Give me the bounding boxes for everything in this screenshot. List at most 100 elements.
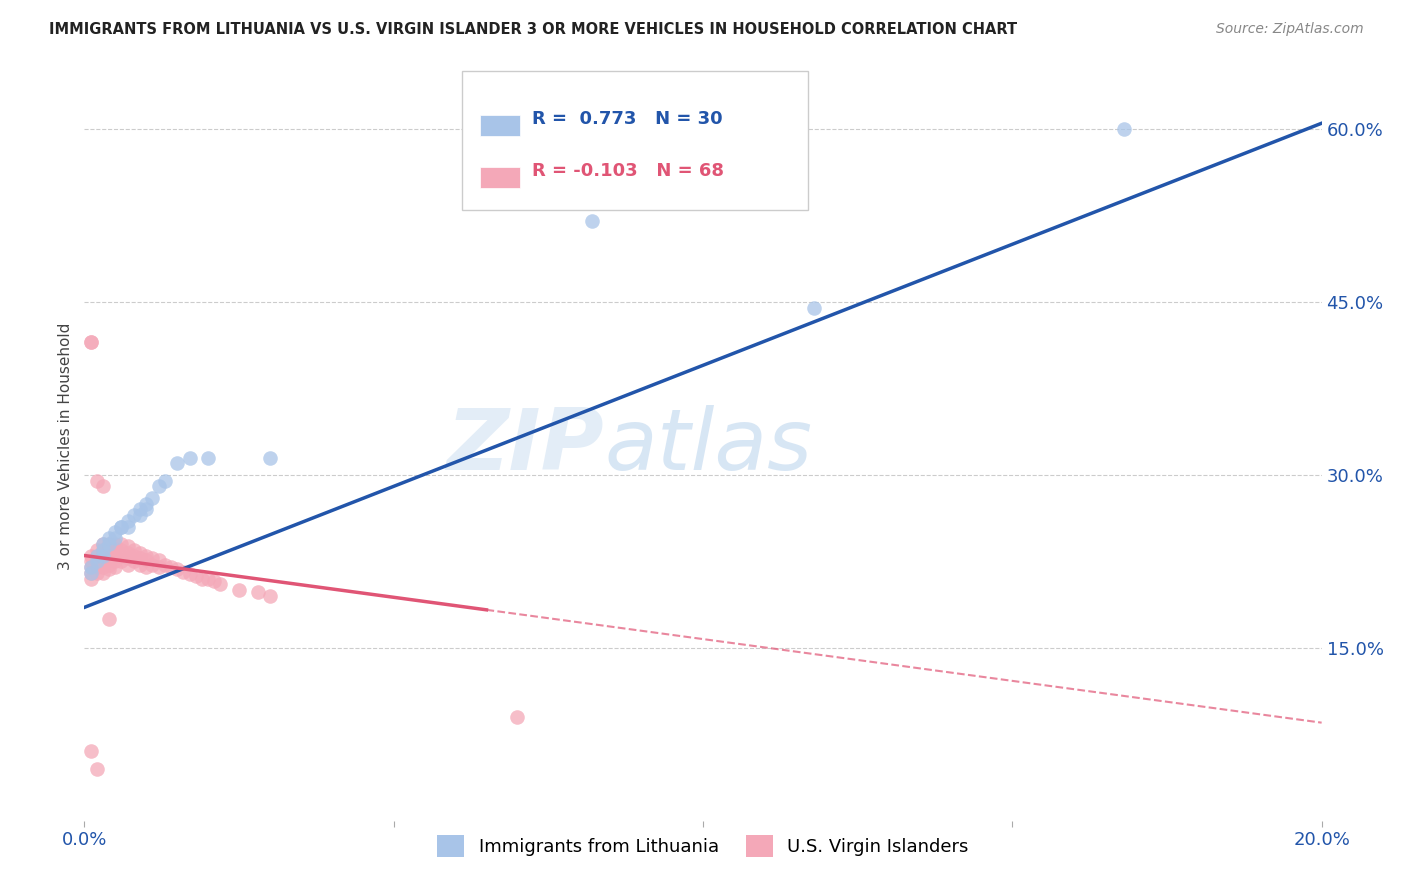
Point [122, 508, 145, 523]
Point [135, 549, 157, 563]
Point [110, 554, 132, 568]
Point [79, 549, 101, 563]
Point [129, 558, 152, 572]
Text: Source: ZipAtlas.com: Source: ZipAtlas.com [1216, 22, 1364, 37]
Point [117, 546, 139, 560]
Point [104, 525, 127, 540]
Point [91, 542, 114, 557]
Point [91, 537, 114, 551]
Point [148, 553, 170, 567]
Point [129, 550, 152, 565]
Legend: Immigrants from Lithuania, U.S. Virgin Islanders: Immigrants from Lithuania, U.S. Virgin I… [430, 828, 976, 864]
Point [166, 456, 188, 470]
Point [117, 550, 139, 565]
Point [104, 537, 127, 551]
Point [581, 214, 603, 228]
Point [104, 560, 127, 574]
Point [110, 542, 132, 557]
Point [98, 542, 121, 557]
Point [117, 519, 139, 533]
Point [79, 744, 101, 758]
Point [135, 502, 157, 516]
Point [141, 550, 163, 565]
Point [191, 572, 214, 586]
Point [197, 572, 219, 586]
Point [86, 566, 108, 580]
Point [79, 335, 101, 350]
Point [91, 549, 114, 563]
Point [91, 479, 114, 493]
Point [135, 560, 157, 574]
Point [803, 301, 825, 315]
Point [79, 560, 101, 574]
Text: IMMIGRANTS FROM LITHUANIA VS U.S. VIRGIN ISLANDER 3 OR MORE VEHICLES IN HOUSEHOL: IMMIGRANTS FROM LITHUANIA VS U.S. VIRGIN… [49, 22, 1018, 37]
Point [117, 558, 139, 572]
Point [104, 549, 127, 563]
Point [110, 549, 132, 563]
Point [209, 577, 232, 591]
Point [129, 508, 152, 523]
Point [172, 565, 194, 579]
Point [153, 558, 176, 572]
Point [98, 531, 121, 545]
Point [79, 566, 101, 580]
Point [86, 549, 108, 563]
Point [98, 562, 121, 576]
Point [141, 491, 163, 505]
Point [91, 554, 114, 568]
Point [110, 519, 132, 533]
Point [104, 541, 127, 556]
Point [202, 574, 225, 588]
Point [86, 549, 108, 563]
Point [91, 560, 114, 574]
Point [98, 612, 121, 626]
Point [91, 566, 114, 580]
Point [86, 474, 108, 488]
Point [117, 539, 139, 553]
Point [79, 560, 101, 574]
Point [91, 537, 114, 551]
Point [184, 569, 207, 583]
Point [166, 562, 188, 576]
Point [122, 549, 145, 563]
Point [98, 537, 121, 551]
Point [148, 560, 170, 574]
FancyBboxPatch shape [461, 71, 808, 210]
Point [86, 554, 108, 568]
Point [104, 554, 127, 568]
Point [160, 560, 183, 574]
Point [135, 553, 157, 567]
Point [129, 502, 152, 516]
Point [86, 560, 108, 574]
FancyBboxPatch shape [481, 168, 520, 188]
Point [1112, 122, 1135, 136]
Point [179, 566, 201, 581]
Text: R =  0.773   N = 30: R = 0.773 N = 30 [533, 110, 723, 128]
Point [122, 554, 145, 568]
Point [506, 710, 529, 724]
Point [246, 585, 269, 599]
Point [79, 554, 101, 568]
Point [228, 583, 250, 598]
Point [104, 531, 127, 545]
Point [153, 474, 176, 488]
Point [91, 542, 114, 557]
Text: R = -0.103   N = 68: R = -0.103 N = 68 [533, 162, 724, 180]
Point [135, 497, 157, 511]
Text: atlas: atlas [605, 404, 813, 488]
Point [79, 566, 101, 580]
Point [79, 335, 101, 350]
Point [98, 537, 121, 551]
Point [98, 550, 121, 565]
Point [122, 542, 145, 557]
Point [259, 589, 281, 603]
FancyBboxPatch shape [481, 115, 520, 136]
Text: ZIP: ZIP [446, 404, 605, 488]
Point [86, 542, 108, 557]
Point [110, 519, 132, 533]
Point [79, 572, 101, 586]
Point [129, 546, 152, 560]
Y-axis label: 3 or more Vehicles in Household: 3 or more Vehicles in Household [58, 322, 73, 570]
Point [86, 554, 108, 568]
Point [259, 450, 281, 465]
